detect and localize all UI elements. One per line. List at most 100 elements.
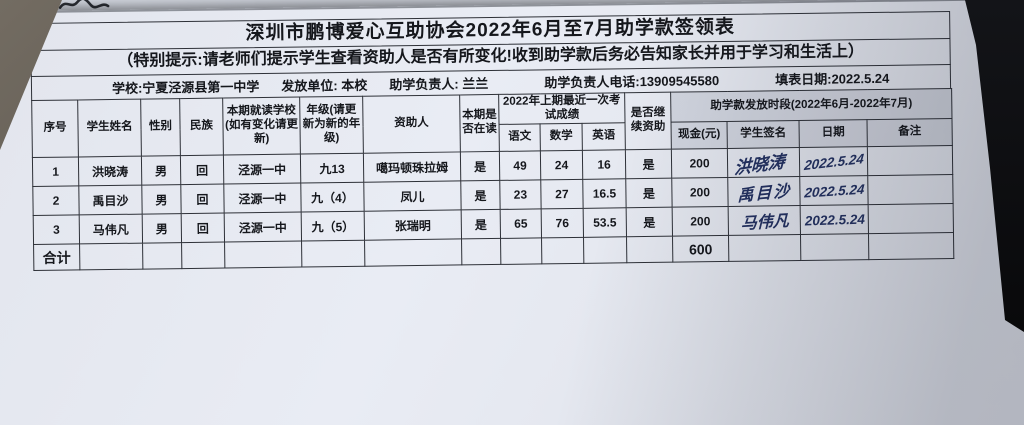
cell-ethnicity: 回 [180, 155, 224, 185]
col-header-gender: 性别 [140, 98, 181, 157]
col-header-date: 日期 [799, 119, 868, 148]
cell-no: 2 [32, 185, 80, 216]
cell-gender: 男 [141, 155, 181, 186]
unit-value: 本校 [341, 77, 368, 93]
empty-cell [181, 242, 225, 269]
phone-field: 助学负责人电话:13909545580 [544, 70, 719, 91]
cell-note [868, 203, 954, 234]
col-header-cash: 现金(元) [671, 121, 728, 150]
cell-sign-date: 2022.5.24 [799, 175, 869, 206]
cell-grade: 九（5） [301, 211, 365, 242]
col-group-exam-scores: 2022年上期最近一次考试成绩 [498, 92, 626, 125]
fill-date-field: 填表日期:2022.5.24 [775, 68, 889, 88]
cell-continue-aid: 是 [625, 178, 673, 208]
cell-cash: 200 [672, 206, 729, 237]
col-group-payout-period: 助学款发放时段(2022年6月-2022年7月) [670, 88, 953, 123]
col-header-chinese: 语文 [499, 123, 541, 152]
col-header-enrolled: 本期是否在读 [459, 94, 500, 152]
empty-cell [800, 233, 869, 261]
cell-sign-date: 2022.5.24 [800, 204, 869, 235]
issuing-unit-field: 发放单位: 本校 [281, 75, 367, 95]
fill-date-value: 2022.5.24 [831, 70, 890, 87]
manager-value: 兰兰 [462, 76, 489, 92]
col-header-note: 备注 [867, 118, 953, 147]
empty-cell [364, 238, 462, 267]
cell-cash: 200 [671, 177, 729, 208]
cell-no: 3 [33, 214, 80, 245]
student-signature: 禹目沙 [737, 182, 791, 206]
cell-enrolled: 是 [461, 209, 501, 239]
cell-cash: 200 [671, 148, 728, 179]
cell-chinese-score: 65 [500, 208, 542, 239]
cell-math-score: 24 [540, 150, 583, 180]
cell-sponsor: 噶玛顿珠拉姆 [363, 151, 461, 183]
empty-cell [301, 240, 365, 268]
cell-chinese-score: 49 [499, 150, 541, 181]
cell-signature: 马伟凡 [728, 205, 801, 236]
total-cash: 600 [672, 235, 729, 263]
cell-gender: 男 [141, 184, 182, 215]
cell-english-score: 16.5 [582, 178, 627, 209]
empty-cell [142, 242, 182, 270]
aid-sign-sheet-document: 深圳市鹏博爱心互助协会2022年6月至7月助学款签领表 （特别提示:请老师们提示… [30, 11, 954, 271]
school-value: 宁夏泾源县第一中学 [142, 79, 260, 96]
cell-signature: 洪晓涛 [727, 147, 800, 178]
signature-date: 2022.5.24 [803, 150, 865, 173]
col-header-grade: 年级(请更新为新的年级) [299, 96, 364, 155]
cell-chinese-score: 23 [499, 179, 542, 210]
phone-label: 助学负责人电话: [544, 74, 640, 91]
empty-cell [868, 232, 954, 260]
col-header-no: 序号 [31, 99, 79, 158]
cell-note [867, 174, 954, 205]
empty-cell [224, 241, 302, 269]
unit-label: 发放单位: [281, 78, 338, 94]
school-field: 学校:宁夏泾源县第一中学 [112, 76, 260, 97]
col-header-school: 本期就读学校(如有变化请更新) [222, 97, 301, 156]
manager-field: 助学负责人: 兰兰 [389, 73, 488, 93]
signature-date: 2022.5.24 [803, 181, 865, 201]
col-header-signature: 学生签名 [727, 120, 800, 149]
cell-signature: 禹目沙 [727, 176, 801, 207]
cell-name: 洪晓涛 [78, 156, 142, 186]
cell-school: 泾源一中 [223, 183, 302, 214]
col-header-ethnicity: 民族 [179, 98, 224, 156]
cell-note [867, 145, 953, 176]
cell-gender: 男 [142, 213, 182, 244]
cell-math-score: 76 [541, 208, 584, 238]
cell-grade: 九13 [300, 153, 364, 184]
col-header-sponsor: 资助人 [362, 94, 461, 154]
student-signature: 洪晓涛 [733, 151, 786, 178]
cell-grade: 九（4） [300, 182, 365, 213]
cell-math-score: 27 [540, 179, 584, 209]
cell-sign-date: 2022.5.24 [799, 146, 868, 177]
background-paper-edge [0, 0, 1024, 14]
cell-enrolled: 是 [460, 180, 501, 210]
cell-school: 泾源一中 [224, 212, 302, 243]
empty-cell [461, 238, 501, 265]
cell-ethnicity: 回 [180, 184, 225, 214]
cell-name: 禹目沙 [78, 185, 143, 215]
cell-school: 泾源一中 [223, 154, 301, 185]
student-signature: 马伟凡 [740, 212, 789, 234]
col-header-english: 英语 [582, 122, 626, 151]
manager-label: 助学负责人: [389, 76, 459, 93]
total-label: 合计 [33, 243, 80, 271]
empty-cell [79, 243, 143, 270]
fill-date-label: 填表日期: [775, 71, 832, 88]
cell-english-score: 16 [582, 149, 626, 180]
phone-value: 13909545580 [639, 73, 720, 90]
cell-ethnicity: 回 [181, 213, 225, 243]
empty-cell [500, 237, 542, 265]
cell-sponsor: 凤儿 [363, 180, 462, 212]
aid-payment-table: 序号 学生姓名 性别 民族 本期就读学校(如有变化请更新) 年级(请更新为新的年… [31, 88, 954, 271]
cell-continue-aid: 是 [625, 149, 672, 179]
col-header-continue-aid: 是否继续资助 [624, 92, 672, 150]
cell-sponsor: 张瑞明 [364, 209, 462, 241]
col-header-name: 学生姓名 [77, 99, 142, 157]
cell-english-score: 53.5 [583, 207, 627, 238]
col-header-math: 数学 [540, 123, 583, 151]
signature-date: 2022.5.24 [804, 211, 865, 228]
empty-cell [541, 237, 584, 264]
cell-no: 1 [32, 156, 79, 187]
